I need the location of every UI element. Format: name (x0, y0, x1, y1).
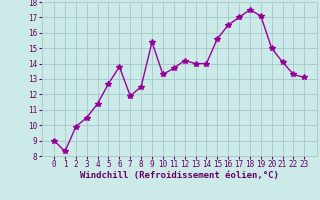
X-axis label: Windchill (Refroidissement éolien,°C): Windchill (Refroidissement éolien,°C) (80, 171, 279, 180)
